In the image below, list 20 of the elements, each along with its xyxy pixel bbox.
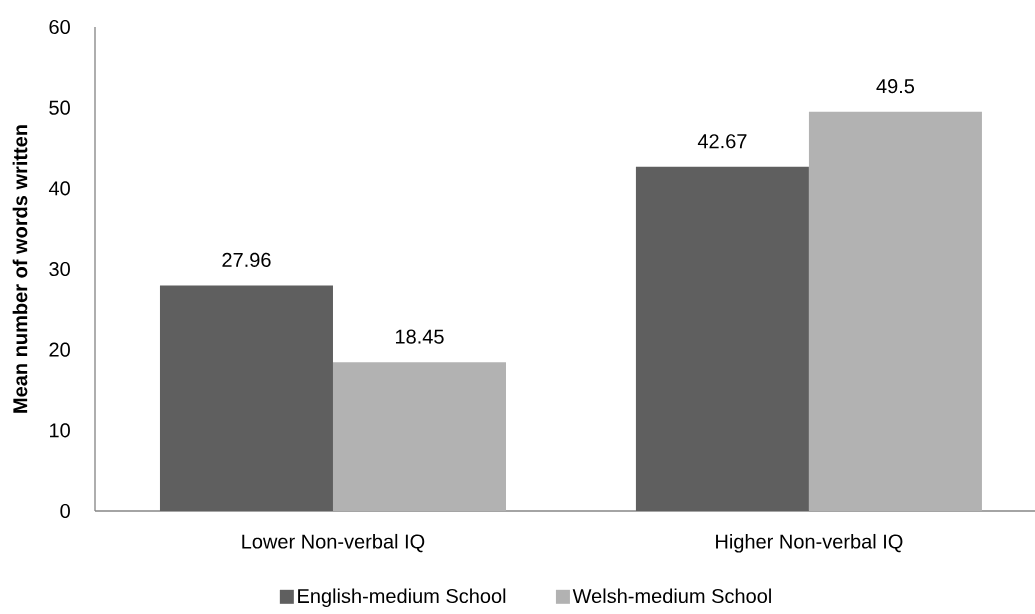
x-tick-label: Higher Non-verbal IQ [716, 533, 903, 553]
y-tick-label: 40 [48, 181, 70, 196]
data-label: 18.45 [395, 329, 444, 344]
y-tick-label: 50 [49, 100, 70, 115]
data-label: 27.96 [222, 252, 271, 267]
legend-label: Welsh-medium School [572, 588, 771, 604]
bar [635, 166, 809, 511]
data-label: 49.5 [876, 79, 915, 94]
bar [332, 362, 506, 511]
x-tick-label: Lower Non-verbal IQ [242, 533, 425, 553]
y-tick-label: 30 [49, 261, 70, 277]
data-label: 42.67 [697, 134, 747, 149]
y-axis-title: Mean number of words written [12, 125, 28, 413]
bar [808, 111, 982, 511]
bar [159, 285, 333, 511]
legend-label: English-medium School [298, 588, 506, 608]
y-tick-label: 0 [60, 503, 70, 519]
y-tick-label: 10 [50, 423, 70, 438]
y-tick-label: 20 [49, 342, 70, 357]
y-tick-label: 60 [49, 19, 70, 35]
